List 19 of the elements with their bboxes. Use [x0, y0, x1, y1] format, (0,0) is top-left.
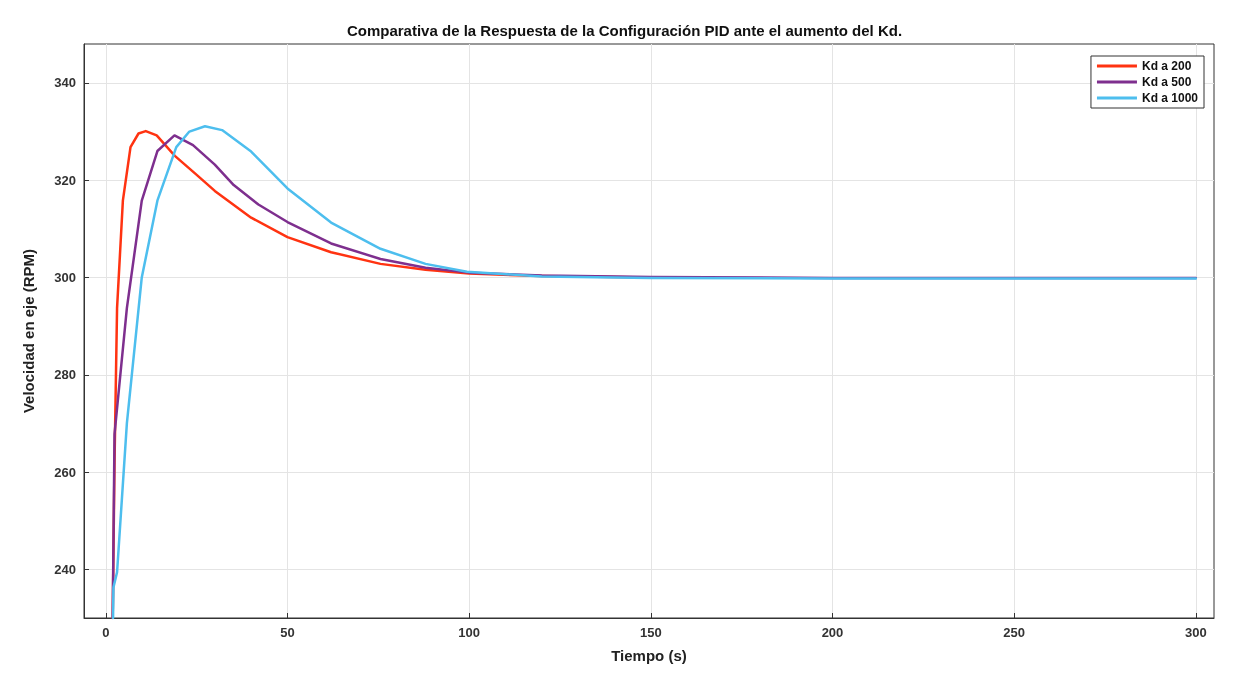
x-tick-label: 0: [102, 625, 110, 640]
x-axis-title: Tiempo (s): [611, 647, 687, 664]
chart-title: Comparativa de la Respuesta de la Configuración PID ante el aumento del Kd.: [346, 22, 903, 39]
x-tick-label: 200: [821, 625, 844, 640]
y-tick-label: 240: [54, 561, 76, 577]
x-tick-label: 100: [458, 625, 480, 640]
y-tick-label: 280: [54, 367, 76, 383]
y-tick-label: 340: [54, 75, 76, 91]
legend-label: Kd a 500: [1141, 75, 1192, 89]
legend-label: Kd a 1000: [1141, 91, 1199, 105]
x-tick-label: 150: [639, 625, 662, 640]
y-tick-label: 300: [54, 269, 76, 285]
y-tick-label: 260: [54, 464, 76, 480]
y-axis-title: Velocidad en eje (RPM): [20, 248, 37, 414]
x-tick-label: 300: [1184, 625, 1207, 640]
legend-label: Kd a 200: [1141, 59, 1192, 73]
y-tick-label: 320: [54, 172, 76, 188]
x-tick-label: 250: [1003, 625, 1026, 640]
x-tick-label: 50: [280, 625, 295, 640]
